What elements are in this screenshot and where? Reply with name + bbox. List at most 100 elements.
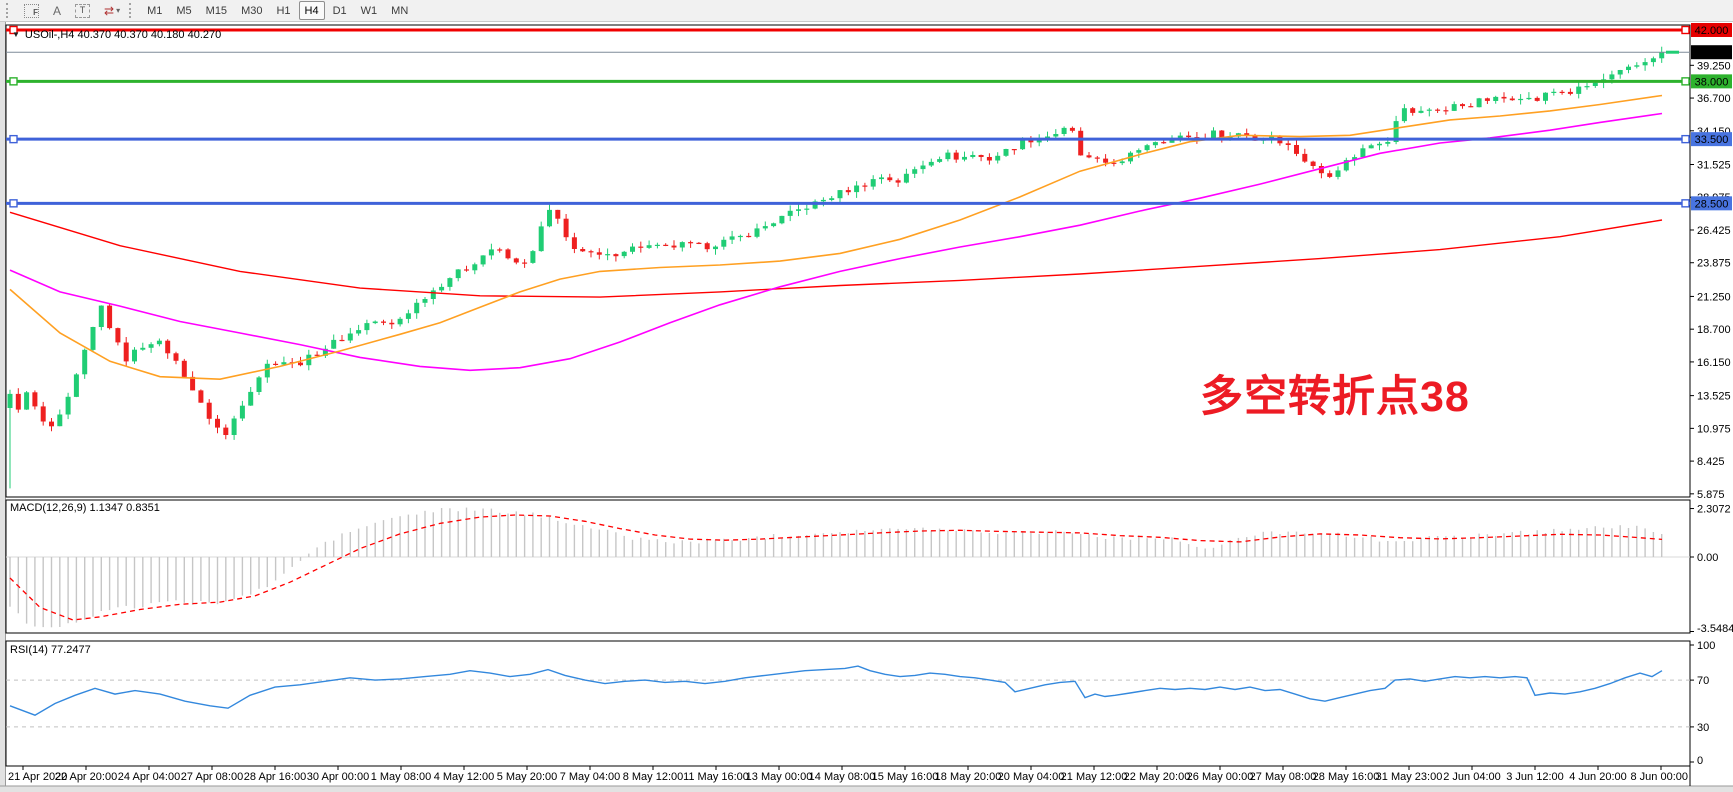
time-axis-label: 21 Apr 2020 <box>8 771 67 783</box>
rsi-indicator-label: RSI(14) 77.2477 <box>10 644 91 656</box>
time-axis-label: 7 May 04:00 <box>560 771 621 783</box>
time-axis-label: 13 May 00:00 <box>746 771 813 783</box>
chart-pane[interactable] <box>5 499 1691 634</box>
current-price-marker <box>1666 50 1679 54</box>
price-tick-label: 26.425 <box>1697 225 1731 237</box>
macd-signal-line <box>9 514 1663 621</box>
text-tool-button[interactable]: A <box>47 1 67 20</box>
time-axis-label: 11 May 16:00 <box>683 771 749 783</box>
time-axis-label: 14 May 08:00 <box>809 771 876 783</box>
ma-slow-red-line <box>9 211 1663 298</box>
line-handle[interactable] <box>9 77 18 86</box>
price-tick-label: 5.875 <box>1697 489 1725 501</box>
price-tick-label: 23.875 <box>1697 258 1731 270</box>
toolbar-grip[interactable] <box>6 3 12 18</box>
line-handle[interactable] <box>9 199 18 208</box>
price-tick-label: 31.525 <box>1697 159 1731 171</box>
time-axis-label: 22 Apr 20:00 <box>55 771 117 783</box>
price-tick-label: 21.250 <box>1697 291 1731 303</box>
time-axis-label: 2 Jun 04:00 <box>1443 771 1501 783</box>
dropdown-caret-icon: ▾ <box>116 6 121 15</box>
price-badge-label: 40.270 <box>1695 47 1729 59</box>
timeframe-button-group: M1 M5 M15 M30 H1 H4 D1 W1 MN <box>140 1 415 20</box>
time-axis-label: 30 Apr 00:00 <box>307 771 369 783</box>
time-axis-label: 8 Jun 00:00 <box>1631 771 1689 783</box>
macd-axis-label: -3.5484 <box>1697 623 1733 635</box>
rsi-axis-label: 100 <box>1697 640 1715 652</box>
macd-axis-label: 0.00 <box>1697 552 1718 564</box>
timeframe-button-m5[interactable]: M5 <box>170 1 197 20</box>
time-axis-label: 5 May 20:00 <box>497 771 558 783</box>
time-axis-label: 4 May 12:00 <box>434 771 495 783</box>
price-badge-28.500 <box>1691 196 1732 211</box>
arrows-tool-button[interactable]: ⇄ ▾ <box>98 1 126 20</box>
price-tick-label: 13.525 <box>1697 391 1731 403</box>
ma-fast-orange-line <box>9 94 1663 381</box>
price-badge-label: 42.000 <box>1695 25 1729 37</box>
rsi-axis-label: 30 <box>1697 722 1709 734</box>
price-tick-label: 8.425 <box>1697 456 1725 468</box>
price-axis[interactable]: 39.25036.70034.15031.52528.97526.42523.8… <box>1690 23 1733 767</box>
symbol-dropdown-icon[interactable]: ▼ <box>12 30 20 39</box>
line-handle[interactable] <box>1681 77 1690 86</box>
price-badge-label: 38.000 <box>1695 76 1729 88</box>
timeframe-button-mn[interactable]: MN <box>385 1 414 20</box>
price-badge-40.270 <box>1691 45 1732 60</box>
time-axis-label: 15 May 16:00 <box>872 771 939 783</box>
time-axis-label: 4 Jun 20:00 <box>1569 771 1627 783</box>
chart-pane[interactable] <box>5 640 1691 767</box>
price-badge-33.500 <box>1691 132 1732 147</box>
label-tool-button[interactable]: T <box>69 1 96 20</box>
chart-annotation-text[interactable]: 多空转折点38 <box>1200 373 1470 421</box>
rsi-axis-label: 70 <box>1697 675 1709 687</box>
time-axis-label: 27 May 08:00 <box>1250 771 1317 783</box>
chart-pane[interactable] <box>5 24 1691 498</box>
price-badge-label: 33.500 <box>1695 134 1729 146</box>
time-axis-label: 26 May 00:00 <box>1187 771 1254 783</box>
time-axis-label: 31 May 23:00 <box>1376 771 1443 783</box>
price-badge-label: 28.500 <box>1695 198 1729 210</box>
time-axis-label: 28 Apr 16:00 <box>244 771 306 783</box>
timeframe-button-d1[interactable]: D1 <box>327 1 353 20</box>
line-handle[interactable] <box>1681 134 1690 144</box>
timeframe-button-m30[interactable]: M30 <box>235 1 268 20</box>
timeframe-button-m15[interactable]: M15 <box>200 1 233 20</box>
fibonacci-icon: F <box>24 3 39 18</box>
line-handle[interactable] <box>1681 199 1690 208</box>
timeframe-button-w1[interactable]: W1 <box>355 1 384 20</box>
time-axis-label: 3 Jun 12:00 <box>1506 771 1564 783</box>
time-axis-label: 27 Apr 08:00 <box>181 771 243 783</box>
line-handle[interactable] <box>9 134 18 144</box>
timeframe-button-h1[interactable]: H1 <box>270 1 296 20</box>
time-axis-label: 20 May 04:00 <box>998 771 1065 783</box>
chart-title: ▼ USOil-,H4 40.370 40.370 40.180 40.270 <box>12 29 222 41</box>
price-tick-label: 39.250 <box>1697 60 1731 72</box>
price-tick-label: 18.700 <box>1697 324 1731 336</box>
time-axis-label: 24 Apr 04:00 <box>118 771 180 783</box>
timeframe-button-h4[interactable]: H4 <box>298 1 325 20</box>
price-badge-38.000 <box>1691 74 1732 89</box>
price-tick-label: 10.975 <box>1697 423 1731 435</box>
macd-indicator-label: MACD(12,26,9) 1.1347 0.8351 <box>10 502 160 514</box>
time-axis-label: 8 May 12:00 <box>623 771 684 783</box>
line-handle[interactable] <box>1681 25 1690 35</box>
rsi-line <box>9 665 1663 716</box>
price-tick-label: 16.150 <box>1697 357 1731 369</box>
time-axis-label: 28 May 16:00 <box>1313 771 1380 783</box>
ma-mid-magenta-line <box>9 112 1663 372</box>
time-axis-label: 18 May 20:00 <box>935 771 1002 783</box>
macd-histogram <box>9 507 1663 628</box>
candlestick-series <box>7 46 1665 489</box>
toolbar-grip[interactable] <box>129 3 135 18</box>
fibonacci-tool-button[interactable]: F <box>18 1 45 20</box>
time-axis-label: 22 May 20:00 <box>1124 771 1191 783</box>
time-axis-label: 21 May 12:00 <box>1061 771 1128 783</box>
toolbar: F A T ⇄ ▾ M1 M5 M15 M30 H1 H4 D1 W1 MN <box>0 0 1733 22</box>
time-axis-label: 1 May 08:00 <box>371 771 432 783</box>
timeframe-button-m1[interactable]: M1 <box>141 1 168 20</box>
cycle-arrows-icon: ⇄ <box>104 3 115 18</box>
line-handle[interactable] <box>9 25 18 35</box>
